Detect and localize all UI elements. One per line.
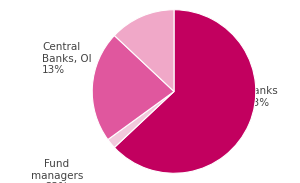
- Text: Central
Banks, OI
13%: Central Banks, OI 13%: [42, 42, 92, 75]
- Wedge shape: [92, 36, 174, 140]
- Wedge shape: [114, 10, 174, 92]
- Text: Banks
63%: Banks 63%: [246, 86, 278, 108]
- Wedge shape: [108, 92, 174, 147]
- Text: Fund
managers
22%: Fund managers 22%: [31, 159, 83, 183]
- Text: Other
2%: Other 2%: [162, 13, 192, 34]
- Wedge shape: [114, 10, 256, 173]
